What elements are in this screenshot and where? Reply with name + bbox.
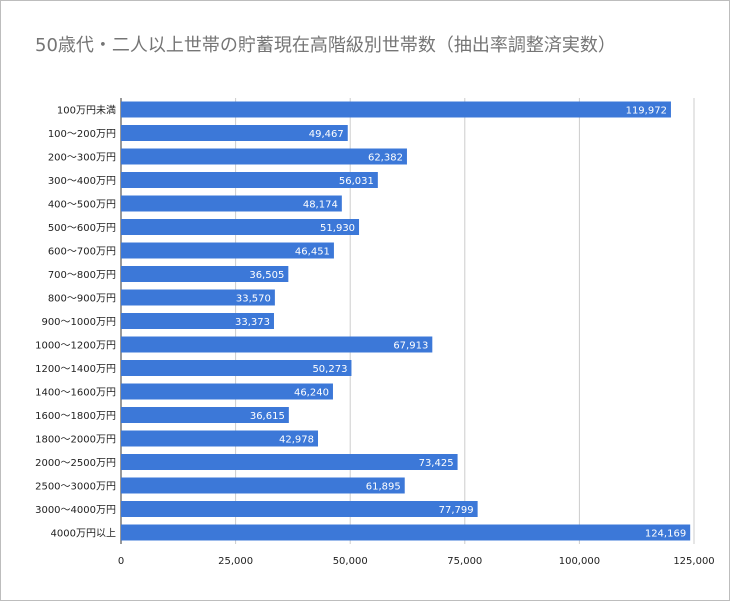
category-label: 4000万円以上 [51, 528, 116, 540]
bar-value-label: 42,978 [279, 435, 314, 446]
bar [121, 289, 275, 306]
bar [121, 407, 289, 423]
category-label: 200〜300万円 [48, 153, 116, 164]
bar-value-label: 50,273 [312, 364, 347, 375]
bar-value-label: 73,425 [419, 458, 454, 469]
bar [121, 172, 378, 188]
category-label: 100万円未満 [57, 105, 116, 117]
bar [121, 266, 289, 282]
bar-value-label: 61,895 [366, 482, 401, 493]
x-tick-label: 0 [118, 556, 124, 567]
bar-value-label: 56,031 [339, 176, 374, 187]
bar-value-label: 33,373 [235, 317, 270, 328]
bar [121, 313, 274, 329]
category-label: 600〜700万円 [48, 247, 116, 258]
category-label: 1600〜1800万円 [35, 411, 116, 422]
x-axis-ticks: 0 25,000 50,000 75,000 100,000 125,000 [118, 556, 715, 567]
bar-value-label: 49,467 [309, 129, 344, 140]
category-labels: 100万円未満 100〜200万円 200〜300万円 300〜400万円 400〜50… [35, 105, 116, 540]
bar-value-label: 33,570 [236, 294, 271, 305]
bar-value-label: 62,382 [368, 153, 403, 164]
bar-value-label: 36,505 [249, 270, 284, 281]
x-tick-label: 100,000 [559, 556, 600, 567]
bar [121, 454, 458, 470]
bar-value-label: 46,451 [295, 247, 330, 258]
x-tick-label: 50,000 [333, 556, 368, 567]
category-label: 1400〜1600万円 [35, 388, 116, 399]
category-label: 3000〜4000万円 [35, 505, 116, 516]
x-tick-label: 75,000 [447, 556, 482, 567]
bar [121, 360, 352, 376]
category-label: 900〜1000万円 [41, 317, 116, 328]
category-label: 400〜500万円 [48, 200, 116, 211]
category-label: 1200〜1400万円 [35, 364, 116, 375]
bar [121, 101, 671, 118]
bar-value-label: 48,174 [303, 200, 338, 211]
category-label: 300〜400万円 [48, 176, 116, 187]
bar [121, 242, 334, 259]
x-tick-label: 25,000 [218, 556, 253, 567]
bar [121, 477, 405, 494]
bar [121, 524, 691, 541]
category-label: 2000〜2500万円 [35, 458, 116, 469]
bar [121, 430, 319, 447]
category-label: 500〜600万円 [48, 223, 116, 234]
bar [121, 336, 433, 353]
category-label: 800〜900万円 [48, 294, 116, 305]
bar-value-label: 67,913 [393, 341, 428, 352]
category-label: 1000〜1200万円 [35, 341, 116, 352]
bar-value-label: 51,930 [320, 223, 355, 234]
category-label: 1800〜2000万円 [35, 435, 116, 446]
bar-value-label: 124,169 [645, 529, 686, 540]
category-label: 700〜800万円 [48, 270, 116, 281]
x-tick-label: 125,000 [673, 556, 714, 567]
bar-value-label: 46,240 [294, 388, 329, 399]
bar [121, 383, 333, 400]
category-label: 100〜200万円 [48, 129, 116, 140]
bar-value-label: 119,972 [626, 106, 667, 117]
bar [121, 125, 348, 141]
category-label: 2500〜3000万円 [35, 482, 116, 493]
bar-value-label: 36,615 [250, 411, 285, 422]
bars: 119,972 49,467 62,382 56,031 48,174 51,930 46,… [121, 101, 691, 541]
chart-title: 50歳代・二人以上世帯の貯蓄現在高階級別世帯数（抽出率調整済実数） [35, 35, 616, 56]
bar [121, 148, 407, 165]
bar-value-label: 77,799 [439, 505, 474, 516]
bar [121, 195, 342, 212]
bar [121, 501, 478, 517]
bar [121, 219, 360, 235]
